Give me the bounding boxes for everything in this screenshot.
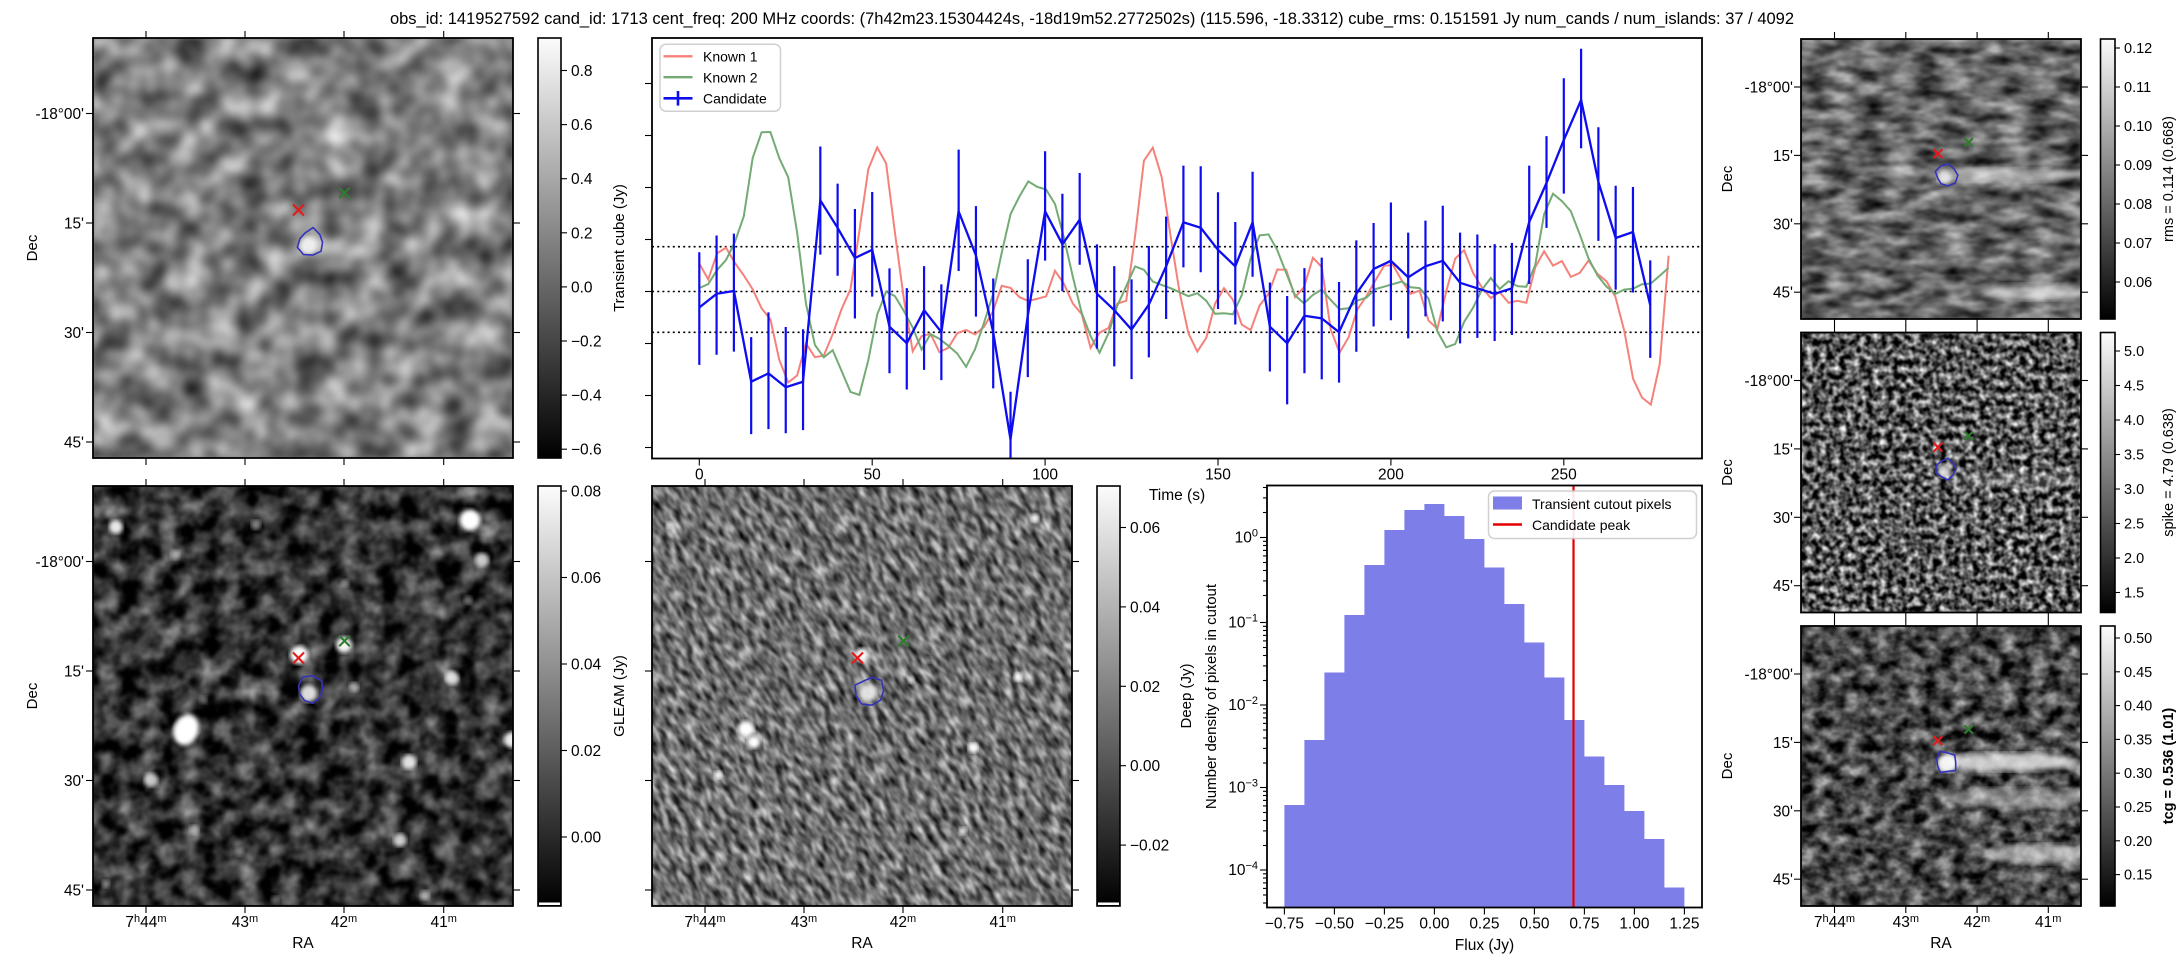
svg-text:45': 45' — [1773, 578, 1793, 595]
svg-text:3.5: 3.5 — [2124, 448, 2144, 464]
svg-text:2.0: 2.0 — [2124, 551, 2144, 567]
svg-text:0.04: 0.04 — [1130, 599, 1161, 616]
svg-text:-18°00': -18°00' — [36, 554, 85, 571]
svg-text:0.20: 0.20 — [2124, 834, 2152, 850]
svg-text:4.0: 4.0 — [2124, 413, 2144, 429]
svg-text:0.04: 0.04 — [571, 657, 602, 674]
svg-text:0.10: 0.10 — [2124, 119, 2152, 135]
svg-text:30': 30' — [64, 325, 84, 342]
svg-text:Transient cutout pixels: Transient cutout pixels — [1532, 496, 1672, 512]
svg-text:0: 0 — [695, 467, 704, 484]
svg-text:0.4: 0.4 — [571, 171, 593, 188]
svg-text:0.0: 0.0 — [571, 279, 593, 296]
svg-text:50: 50 — [864, 467, 882, 484]
svg-text:0.15: 0.15 — [2124, 868, 2152, 884]
svg-text:−0.75: −0.75 — [1265, 916, 1304, 933]
svg-text:−0.25: −0.25 — [1365, 916, 1404, 933]
svg-text:100: 100 — [1032, 467, 1058, 484]
svg-text:Dec: Dec — [1719, 165, 1736, 192]
svg-text:45': 45' — [64, 435, 84, 452]
svg-text:0.02: 0.02 — [1130, 679, 1160, 696]
svg-text:tcg = 0.536 (1.01): tcg = 0.536 (1.01) — [2161, 708, 2177, 825]
svg-text:0.06: 0.06 — [571, 570, 601, 587]
svg-text:RA: RA — [1930, 935, 1952, 952]
svg-text:0.45: 0.45 — [2124, 665, 2152, 681]
svg-text:0.50: 0.50 — [2124, 631, 2152, 647]
svg-text:30': 30' — [1773, 803, 1793, 820]
svg-text:obs_id: 1419527592 cand_id: 17: obs_id: 1419527592 cand_id: 1713 cent_fr… — [390, 10, 1794, 28]
svg-text:15': 15' — [64, 664, 84, 681]
svg-text:2.5: 2.5 — [2124, 517, 2144, 533]
svg-text:250: 250 — [1551, 467, 1577, 484]
svg-text:−0.02: −0.02 — [1130, 838, 1169, 855]
svg-text:0.25: 0.25 — [2124, 800, 2152, 816]
svg-text:Dec: Dec — [24, 682, 41, 709]
svg-text:0.06: 0.06 — [2124, 275, 2152, 291]
svg-text:-18°00': -18°00' — [1745, 667, 1794, 684]
svg-text:0.40: 0.40 — [2124, 699, 2152, 715]
svg-text:0.00: 0.00 — [1130, 758, 1161, 775]
svg-text:Dec: Dec — [1719, 459, 1736, 486]
svg-text:Known 1: Known 1 — [703, 49, 758, 65]
svg-text:0.00: 0.00 — [1419, 916, 1450, 933]
svg-text:−0.2: −0.2 — [571, 334, 602, 351]
svg-text:0.30: 0.30 — [2124, 766, 2152, 782]
svg-text:0.6: 0.6 — [571, 117, 593, 134]
svg-text:0.08: 0.08 — [571, 484, 601, 501]
svg-text:Time (s): Time (s) — [1149, 487, 1205, 504]
svg-text:Number density of pixels in cu: Number density of pixels in cutout — [1203, 583, 1220, 809]
svg-text:4.5: 4.5 — [2124, 379, 2144, 395]
svg-text:200: 200 — [1378, 467, 1404, 484]
svg-text:0.35: 0.35 — [2124, 732, 2152, 748]
svg-text:−0.6: −0.6 — [571, 442, 602, 459]
svg-text:0.8: 0.8 — [571, 63, 593, 80]
svg-text:0.25: 0.25 — [1469, 916, 1499, 933]
svg-text:30': 30' — [64, 773, 84, 790]
svg-text:1.25: 1.25 — [1669, 916, 1699, 933]
svg-text:0.07: 0.07 — [2124, 236, 2152, 252]
svg-text:Candidate peak: Candidate peak — [1532, 517, 1631, 533]
svg-text:Flux (Jy): Flux (Jy) — [1455, 937, 1514, 954]
svg-text:rms = 0.114 (0.668): rms = 0.114 (0.668) — [2161, 116, 2177, 242]
svg-text:0.50: 0.50 — [1519, 916, 1550, 933]
svg-text:1.5: 1.5 — [2124, 586, 2144, 602]
svg-text:15': 15' — [64, 216, 84, 233]
svg-text:0.08: 0.08 — [2124, 197, 2152, 213]
svg-text:30': 30' — [1773, 510, 1793, 527]
svg-text:0.75: 0.75 — [1569, 916, 1599, 933]
svg-text:15': 15' — [1773, 441, 1793, 458]
svg-text:0.2: 0.2 — [571, 225, 593, 242]
svg-text:1.00: 1.00 — [1619, 916, 1650, 933]
svg-text:0.09: 0.09 — [2124, 158, 2152, 174]
svg-text:3.0: 3.0 — [2124, 482, 2144, 498]
svg-text:-18°00': -18°00' — [36, 106, 85, 123]
svg-text:0.12: 0.12 — [2124, 41, 2152, 57]
svg-text:GLEAM (Jy): GLEAM (Jy) — [611, 655, 628, 737]
svg-text:-18°00': -18°00' — [1745, 80, 1794, 97]
svg-text:RA: RA — [292, 935, 314, 952]
svg-text:Dec: Dec — [24, 234, 41, 261]
svg-text:45': 45' — [1773, 285, 1793, 302]
svg-text:Transient cube (Jy): Transient cube (Jy) — [611, 184, 628, 312]
svg-text:15': 15' — [1773, 735, 1793, 752]
svg-text:−0.50: −0.50 — [1315, 916, 1355, 933]
svg-text:Candidate: Candidate — [703, 91, 767, 107]
svg-text:Known 2: Known 2 — [703, 70, 758, 86]
svg-text:RA: RA — [851, 935, 873, 952]
svg-text:0.02: 0.02 — [571, 743, 601, 760]
svg-text:0.00: 0.00 — [571, 830, 602, 847]
svg-text:-18°00': -18°00' — [1745, 373, 1794, 390]
svg-text:30': 30' — [1773, 216, 1793, 233]
svg-text:0.11: 0.11 — [2124, 80, 2151, 96]
svg-text:150: 150 — [1205, 467, 1231, 484]
svg-text:Dec: Dec — [1719, 752, 1736, 779]
svg-text:5.0: 5.0 — [2124, 344, 2144, 360]
svg-text:45': 45' — [1773, 872, 1793, 889]
svg-text:15': 15' — [1773, 148, 1793, 165]
svg-text:45': 45' — [64, 883, 84, 900]
svg-text:spike = 4.79 (0.638): spike = 4.79 (0.638) — [2161, 408, 2177, 537]
svg-text:−0.4: −0.4 — [571, 388, 602, 405]
svg-text:Deep (Jy): Deep (Jy) — [1178, 663, 1195, 728]
svg-text:0.06: 0.06 — [1130, 520, 1160, 537]
